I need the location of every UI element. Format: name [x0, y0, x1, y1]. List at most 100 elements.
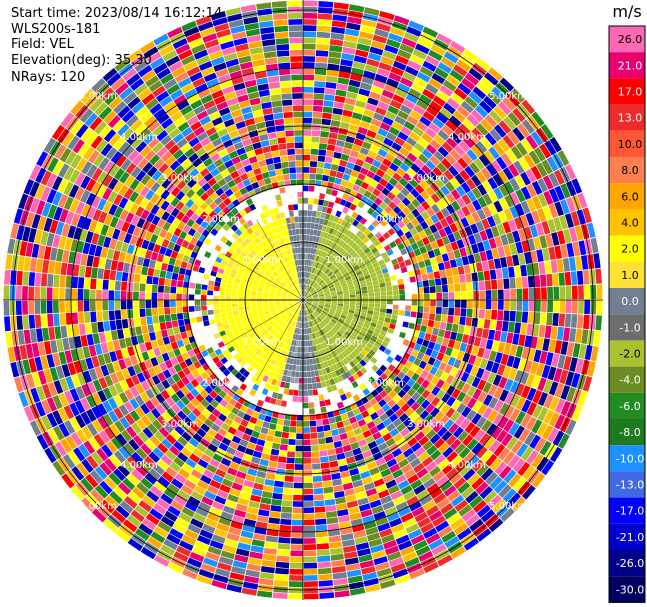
velocity-gate [273, 19, 288, 27]
velocity-gate [291, 307, 297, 312]
velocity-gate [332, 364, 339, 371]
velocity-gate [71, 312, 79, 325]
velocity-gate [295, 451, 303, 458]
velocity-gate [277, 543, 291, 550]
velocity-gate [217, 219, 226, 228]
velocity-gate [197, 458, 209, 469]
velocity-gate [227, 165, 237, 174]
velocity-gate [144, 472, 157, 485]
velocity-gate [303, 433, 311, 440]
velocity-gate [541, 300, 547, 313]
velocity-gate [303, 191, 309, 198]
velocity-gate [296, 292, 301, 298]
velocity-gate [104, 374, 114, 387]
velocity-gate [112, 339, 121, 351]
velocity-gate [274, 430, 283, 438]
velocity-gate [239, 233, 247, 241]
velocity-gate [340, 59, 353, 67]
velocity-gate [220, 40, 235, 50]
velocity-gate [411, 382, 421, 392]
velocity-gate [202, 408, 212, 418]
velocity-gate [161, 471, 174, 483]
velocity-gate [292, 307, 297, 313]
velocity-gate [554, 340, 563, 354]
velocity-gate [303, 340, 306, 347]
velocity-gate [403, 316, 410, 323]
velocity-gate [230, 349, 238, 357]
velocity-gate [190, 236, 198, 245]
velocity-gate [207, 359, 215, 368]
velocity-gate [295, 309, 299, 315]
velocity-gate [397, 315, 404, 321]
velocity-gate [369, 467, 380, 476]
velocity-gate [272, 282, 279, 287]
velocity-gate [118, 404, 129, 417]
velocity-gate [374, 360, 383, 369]
velocity-gate [244, 575, 259, 584]
velocity-gate [549, 446, 563, 463]
velocity-gate [306, 328, 309, 335]
velocity-gate [280, 400, 287, 407]
velocity-gate [113, 450, 126, 464]
velocity-gate [264, 231, 271, 238]
velocity-gate [422, 88, 436, 100]
velocity-gate [364, 7, 380, 16]
velocity-gate [367, 360, 375, 368]
velocity-gate [370, 544, 385, 554]
velocity-gate [65, 312, 73, 325]
velocity-gate [144, 341, 153, 351]
velocity-gate [328, 321, 335, 327]
velocity-gate [287, 283, 293, 289]
velocity-gate [334, 490, 345, 499]
velocity-gate [367, 52, 382, 62]
velocity-gate [457, 481, 471, 494]
velocity-gate [425, 372, 435, 383]
velocity-gate [273, 331, 279, 338]
velocity-gate [231, 76, 244, 86]
velocity-gate [127, 309, 134, 319]
velocity-gate [333, 409, 341, 417]
velocity-gate [232, 199, 241, 207]
velocity-gate [268, 460, 278, 468]
velocity-gate [135, 106, 149, 119]
velocity-gate [237, 267, 245, 274]
velocity-gate [163, 101, 176, 113]
velocity-gate [129, 327, 137, 337]
velocity-gate [188, 363, 197, 373]
velocity-gate [404, 65, 419, 77]
velocity-gate [532, 389, 543, 404]
velocity-gate [260, 427, 269, 435]
velocity-gate [83, 300, 90, 312]
velocity-gate [459, 342, 468, 353]
velocity-gate [373, 307, 380, 312]
velocity-gate [344, 424, 353, 433]
velocity-gate [379, 10, 395, 21]
velocity-gate [215, 468, 227, 478]
velocity-gate [485, 453, 498, 467]
velocity-gate [285, 285, 291, 290]
velocity-gate [253, 482, 264, 491]
velocity-gate [290, 290, 296, 295]
velocity-gate [289, 304, 295, 308]
velocity-gate [262, 301, 269, 305]
velocity-gate [379, 412, 389, 422]
velocity-gate [176, 339, 185, 348]
velocity-gate [181, 447, 192, 458]
velocity-gate [471, 376, 481, 388]
velocity-gate [315, 310, 321, 315]
velocity-gate [518, 428, 531, 443]
velocity-gate [97, 321, 105, 333]
velocity-gate [353, 55, 367, 64]
velocity-gate [480, 509, 496, 523]
velocity-gate [292, 105, 303, 112]
velocity-gate [190, 341, 198, 350]
velocity-gate [165, 343, 173, 353]
velocity-gate [288, 432, 297, 439]
velocity-gate [303, 31, 317, 38]
velocity-gate [320, 329, 326, 335]
velocity-gate [48, 260, 56, 274]
velocity-gate [262, 553, 277, 561]
velocity-gate [148, 451, 161, 463]
velocity-gate [389, 351, 397, 359]
velocity-gate [219, 330, 227, 337]
